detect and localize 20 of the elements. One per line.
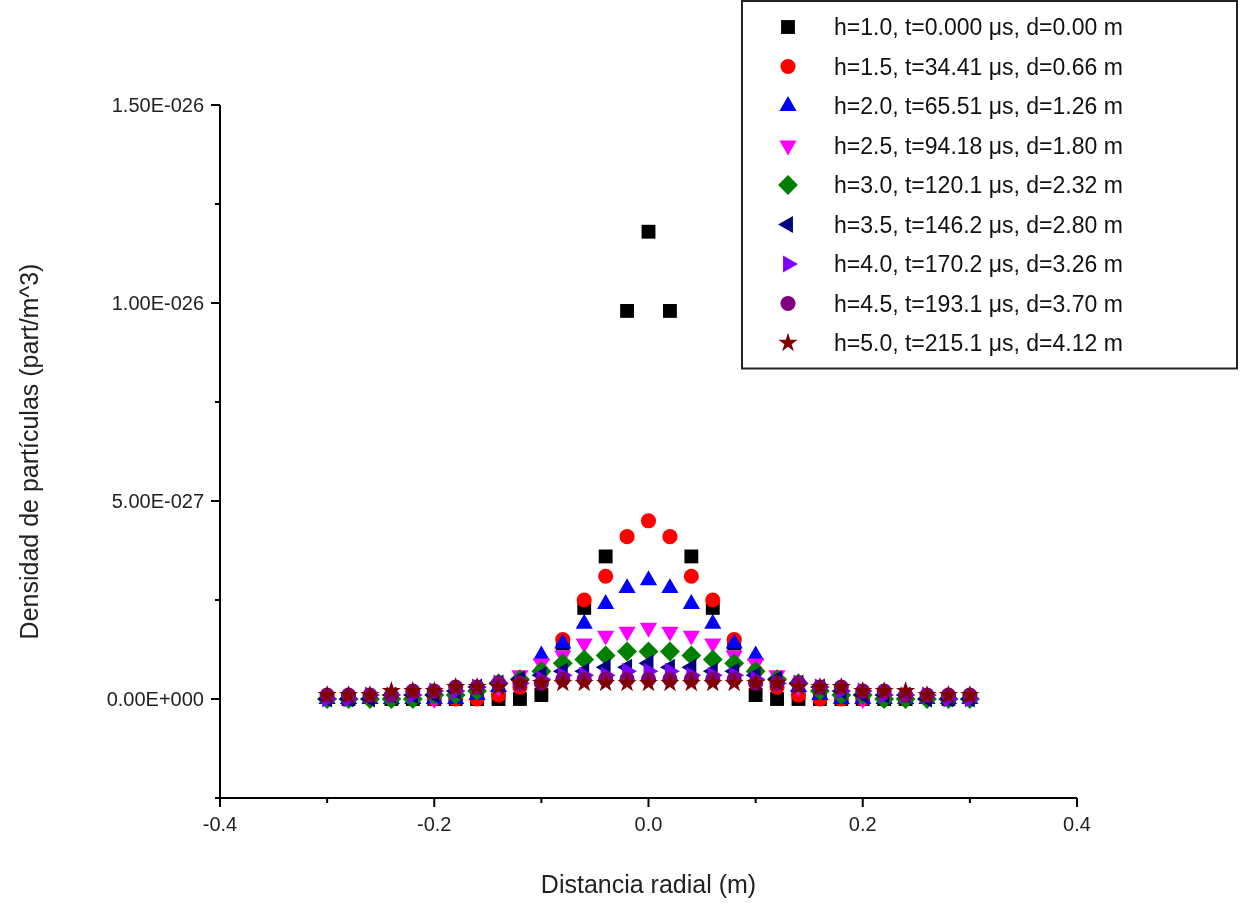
y-tick-label: 1.50E-026 — [111, 94, 204, 116]
y-tick-label: 1.00E-026 — [111, 292, 204, 314]
legend-label: h=1.0, t=0.000 μs, d=0.00 m — [834, 14, 1123, 41]
x-tick-label: 0.4 — [1063, 813, 1091, 835]
legend-label: h=4.0, t=170.2 μs, d=3.26 m — [834, 251, 1123, 278]
legend-label: h=5.0, t=215.1 μs, d=4.12 m — [834, 330, 1123, 357]
y-tick-label: 5.00E-027 — [111, 490, 204, 512]
legend-label: h=3.0, t=120.1 μs, d=2.32 m — [834, 172, 1123, 199]
y-tick-label: 0.00E+000 — [106, 688, 204, 710]
x-axis-title: Distancia radial (m) — [540, 870, 757, 898]
x-tick-label: -0.4 — [202, 813, 238, 835]
y-axis-title: Densidad de partículas (part/m^3) — [15, 263, 43, 640]
legend-label: h=1.5, t=34.41 μs, d=0.66 m — [834, 53, 1123, 80]
x-tick-label: 0.2 — [848, 813, 877, 835]
x-tick-label: 0.0 — [634, 813, 663, 835]
legend-label: h=2.5, t=94.18 μs, d=1.80 m — [834, 132, 1123, 159]
legend-label: h=3.5, t=146.2 μs, d=2.80 m — [834, 211, 1123, 238]
x-tick-label: -0.2 — [417, 813, 452, 835]
legend-label: h=2.0, t=65.51 μs, d=1.26 m — [834, 93, 1123, 120]
legend-label: h=4.5, t=193.1 μs, d=3.70 m — [834, 290, 1123, 317]
